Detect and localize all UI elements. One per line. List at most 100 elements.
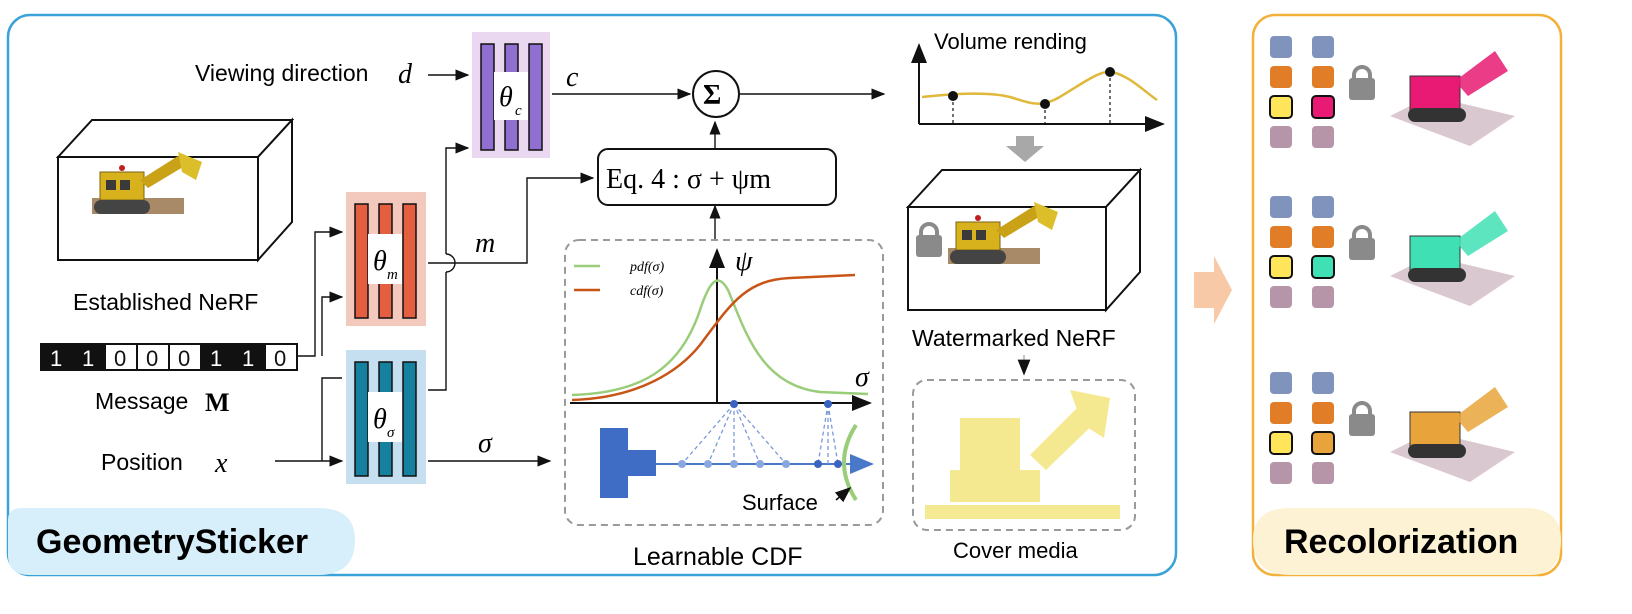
sum-symbol: Σ [703,80,721,111]
recolorization-title: Recolorization [1284,523,1518,561]
volume-guides [952,72,1111,124]
position-label: Position [101,449,183,475]
palette-swatch [1312,402,1334,424]
panel-arrow-icon [1194,256,1232,324]
palette-swatch [1312,66,1334,88]
palette-swatch [1270,196,1292,218]
cdf-legend: cdf(σ) [630,284,664,299]
palette-swatch [1311,255,1335,279]
volume-axes [911,43,1165,132]
volume-curve [921,70,1158,105]
theta-c-subscript: c [515,103,522,119]
geometrysticker-panel [6,13,1178,577]
learnable-cdf-box [564,239,884,526]
bit-value: 1 [210,346,222,371]
sigma-axis-label: σ [855,362,870,393]
palette-swatch [1312,126,1334,148]
recolored-excavator-arm [1455,387,1508,432]
recolored-excavator-body [1409,235,1461,273]
learnable-cdf-title: Learnable CDF [633,543,803,571]
bit-value: 1 [82,346,94,371]
surface-label: Surface [742,490,818,515]
message-symbol: M [205,388,230,417]
palette-swatch [1312,36,1334,58]
cover-media-box [912,379,1136,531]
theta-c-network: θ c [472,32,550,158]
message-label: Message [95,388,188,414]
volume-points [948,67,1115,109]
recolored-excavator-track [1408,444,1466,458]
lock-icon [1347,225,1377,262]
palette-swatch [1269,95,1293,119]
theta-m-network: θ m [346,192,426,326]
palette-swatch [1269,431,1293,455]
bit-cell [138,345,168,369]
palette-swatch [1270,226,1292,248]
bit-value: 0 [146,346,158,371]
lock-icon [1347,65,1377,102]
cover-media-pointcloud [925,390,1120,519]
palette-swatch [1270,126,1292,148]
palette-swatch [1312,226,1334,248]
cover-media-label: Cover media [953,538,1078,563]
c-label: c [566,62,579,93]
bit-value: 0 [178,346,190,371]
palette-swatch [1311,431,1335,455]
recolorization-panel [1251,13,1563,577]
palette-swatch [1270,402,1292,424]
bit-value: 0 [274,346,286,371]
psi-axis-label: ψ [735,246,753,277]
palette-swatch [1270,66,1292,88]
recolor-row [1269,196,1515,308]
palette-swatch [1312,196,1334,218]
palette-swatch [1269,255,1293,279]
recolorization-label-bg [1253,508,1561,575]
bit-cell [266,345,296,369]
palette-swatch [1312,286,1334,308]
equation-text: Eq. 4 : σ + ψm [606,164,771,195]
cdf-curve [571,273,856,402]
recolor-row [1269,36,1515,148]
palette-swatch [1312,462,1334,484]
volume-rending-title: Volume rending [934,29,1087,54]
sum-node [692,70,740,118]
recolored-excavator-track [1408,268,1466,282]
bit-cell [170,345,200,369]
connectors [275,69,886,467]
theta-sigma-symbol: θ [373,404,387,435]
geometrysticker-label-bg [8,508,355,575]
equation-box [597,148,837,206]
sigma-label: σ [478,428,493,459]
m-label: m [475,228,495,259]
theta-sigma-subscript: σ [387,425,395,441]
recolored-excavator-body [1409,411,1461,449]
theta-c-symbol: θ [499,82,513,113]
watermarked-nerf-label: Watermarked NeRF [912,325,1116,351]
position-symbol: x [214,448,228,479]
pdf-legend: pdf(σ) [629,260,664,275]
palette-swatch [1311,95,1335,119]
geometrysticker-title: GeometrySticker [36,523,308,561]
palette-swatch [1270,36,1292,58]
bit-value: 1 [242,346,254,371]
palette-swatch [1270,286,1292,308]
recolored-excavator-arm [1455,51,1508,96]
established-nerf-box [55,117,295,263]
palette-swatch [1270,462,1292,484]
viewing-direction-label: Viewing direction [195,60,368,86]
recolored-excavator-track [1408,108,1466,122]
bit-value: 0 [114,346,126,371]
viewing-direction-symbol: d [398,59,413,90]
palette-swatch [1270,372,1292,394]
bit-cell [106,345,136,369]
pdf-curve [571,279,869,397]
bit-value: 1 [50,346,62,371]
theta-m-subscript: m [387,267,398,283]
recolored-excavator-body [1409,75,1461,113]
watermarked-nerf-box [905,167,1143,313]
cdf-axes [570,248,872,411]
theta-sigma-network: θ σ [346,350,426,484]
recolored-excavator-arm [1455,211,1508,256]
